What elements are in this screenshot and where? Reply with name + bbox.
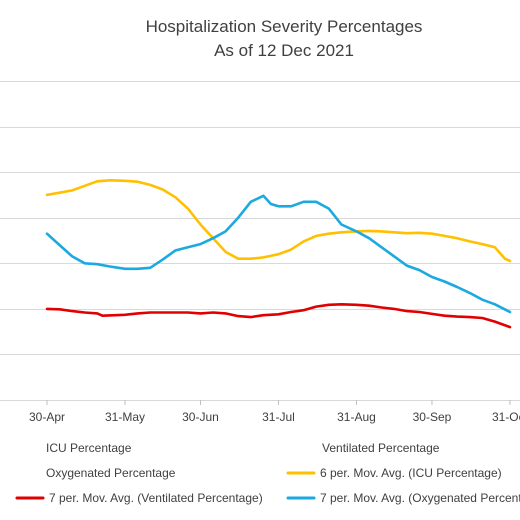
series-lines bbox=[45, 179, 512, 329]
legend-label: 7 per. Mov. Avg. (Ventilated Percentage) bbox=[49, 491, 263, 505]
legend: ICU Percentage Ventilated Percentage Oxyge… bbox=[15, 441, 520, 505]
chart-title: Hospitalization Severity Percentages bbox=[146, 17, 423, 36]
legend-label: Oxygenated Percentage bbox=[46, 466, 176, 480]
legend-label: 6 per. Mov. Avg. (ICU Percentage) bbox=[320, 466, 502, 480]
series-line-1 bbox=[45, 179, 512, 263]
x-tick-label: 30-Jun bbox=[182, 410, 219, 424]
series-line-2 bbox=[45, 303, 512, 329]
chart-subtitle: As of 12 Dec 2021 bbox=[214, 41, 354, 60]
legend-label: ICU Percentage bbox=[46, 441, 132, 455]
x-tick-label: 30-Sep bbox=[413, 410, 452, 424]
x-axis-ticks: 30-Apr 31-May 30-Jun 31-Jul 31-Aug 30-Sep 31-O… bbox=[29, 400, 520, 424]
x-tick-label: 31-Aug bbox=[337, 410, 376, 424]
x-tick-label: 31-Jul bbox=[262, 410, 295, 424]
legend-label: Ventilated Percentage bbox=[322, 441, 440, 455]
x-tick-label: 31-Oct bbox=[492, 410, 520, 424]
gridlines bbox=[0, 81, 520, 401]
legend-label: 7 per. Mov. Avg. (Oxygenated Percentage) bbox=[320, 491, 520, 505]
x-tick-label: 31-May bbox=[105, 410, 145, 424]
series-line-3 bbox=[45, 194, 512, 314]
x-tick-label: 30-Apr bbox=[29, 410, 65, 424]
